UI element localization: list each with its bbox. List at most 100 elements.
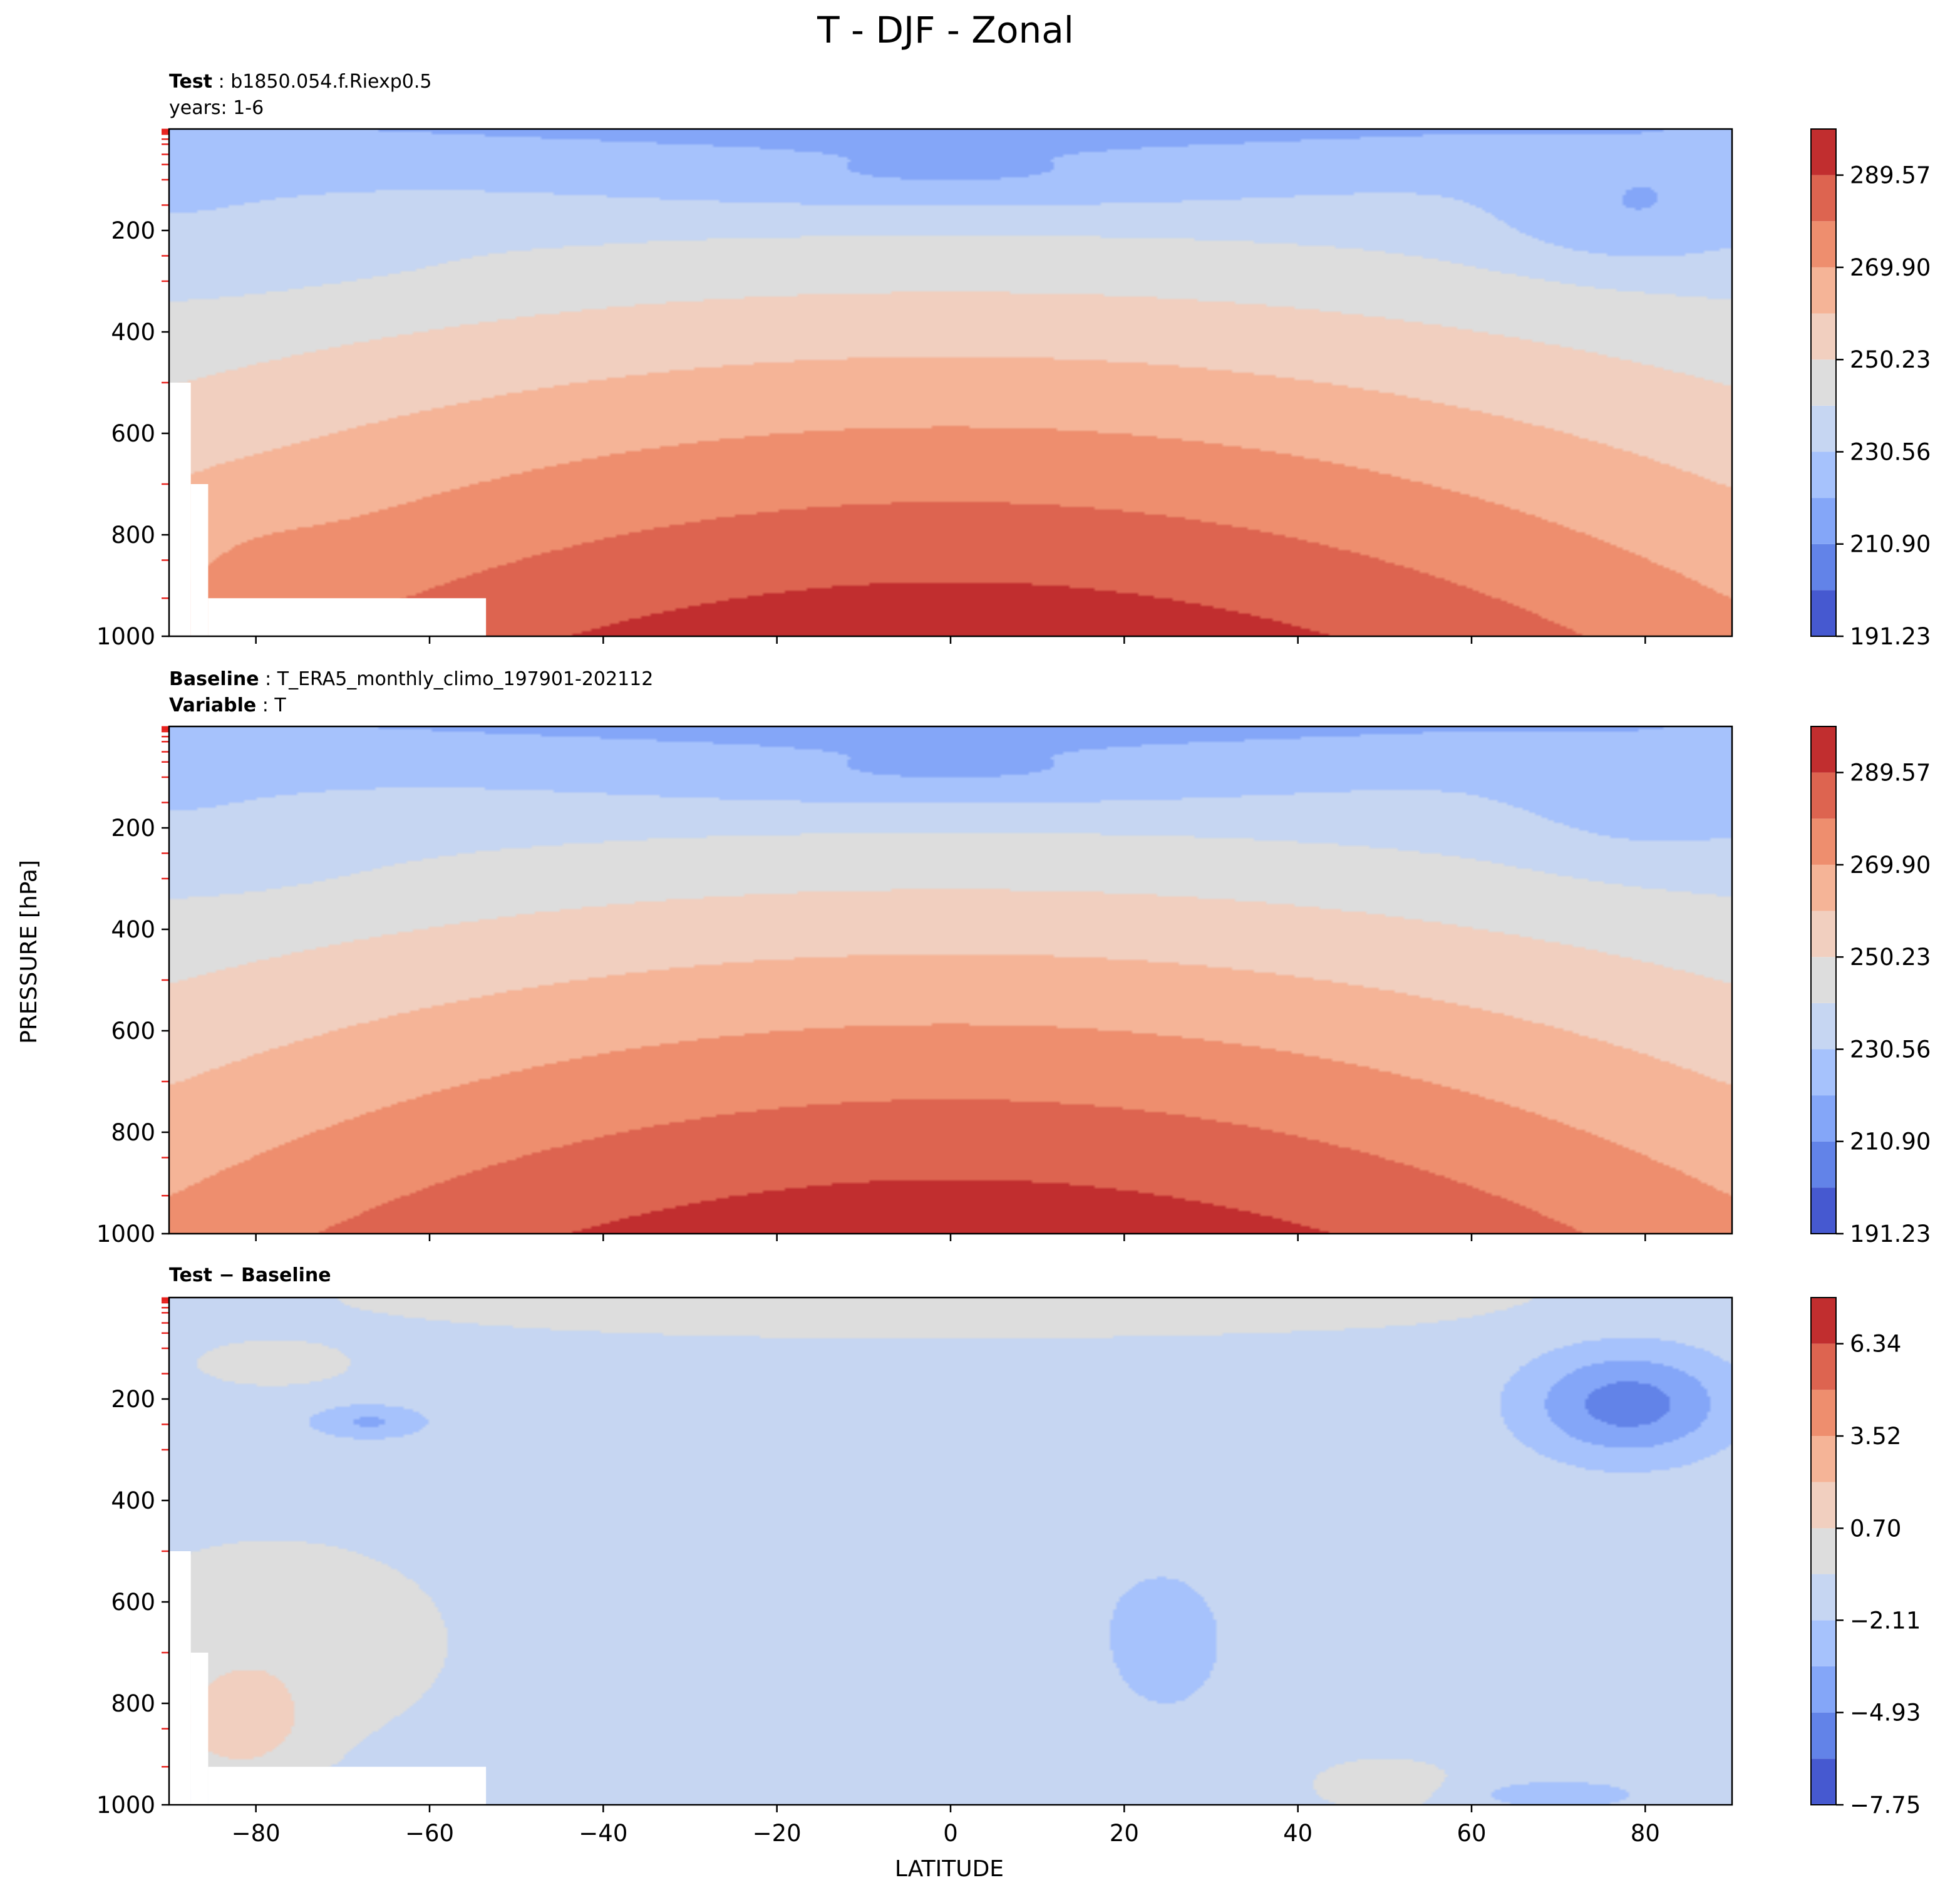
colorbar-segment bbox=[1811, 1436, 1836, 1482]
colorbar-segment bbox=[1811, 1758, 1836, 1805]
x-tick-label: 0 bbox=[943, 1820, 958, 1847]
y-tick-label: 400 bbox=[111, 1487, 155, 1514]
x-tick-label: −60 bbox=[405, 1820, 454, 1847]
minor-pressure-ticks bbox=[162, 128, 169, 599]
y-tick-label: 1000 bbox=[96, 623, 155, 650]
header-key: Test − Baseline bbox=[169, 1264, 331, 1286]
colorbar-tick-label: 289.57 bbox=[1850, 162, 1931, 189]
colorbar-tick-label: 210.90 bbox=[1850, 1128, 1931, 1155]
header-value: years: 1-6 bbox=[169, 97, 264, 119]
colorbar-segment bbox=[1811, 498, 1836, 544]
colorbar-tick-label: 269.90 bbox=[1850, 254, 1931, 281]
colorbar-tick-label: −7.75 bbox=[1850, 1792, 1921, 1819]
colorbar-tick-label: 269.90 bbox=[1850, 852, 1931, 879]
colorbar: 191.23 210.90 230.56 250.23 269.90 289.57 bbox=[1810, 726, 1931, 1247]
x-axis: −80 −60 −40 −20 0 20 40 60 80 bbox=[232, 1805, 1660, 1847]
colorbar-segment bbox=[1811, 452, 1836, 498]
colorbar-tick-label: 210.90 bbox=[1850, 531, 1931, 558]
colorbar-tick-label: −4.93 bbox=[1850, 1700, 1921, 1727]
panel-baseline-header: Baseline : T_ERA5_monthly_climo_197901-2… bbox=[169, 668, 653, 716]
y-axis: 200 400 600 800 1000 bbox=[96, 217, 169, 650]
colorbar-segment bbox=[1811, 726, 1836, 773]
colorbar-segment bbox=[1811, 864, 1836, 911]
colorbar-segment bbox=[1811, 818, 1836, 865]
colorbar-tick-label: 0.70 bbox=[1850, 1515, 1901, 1542]
missing-data-block bbox=[208, 1767, 487, 1805]
x-axis bbox=[255, 1234, 1646, 1241]
colorbar-segment bbox=[1811, 1666, 1836, 1713]
colorbar-tick-label: 6.34 bbox=[1850, 1331, 1901, 1358]
y-tick-label: 1000 bbox=[96, 1792, 155, 1819]
contour-field-image bbox=[169, 129, 1732, 636]
colorbar-segment bbox=[1811, 1528, 1836, 1574]
colorbar-segment bbox=[1811, 957, 1836, 1003]
header-line-1: Baseline : T_ERA5_monthly_climo_197901-2… bbox=[169, 668, 653, 690]
header-value: : T_ERA5_monthly_climo_197901-202112 bbox=[259, 668, 654, 690]
colorbar: −7.75 −4.93 −2.11 0.70 3.52 6.34 bbox=[1810, 1297, 1921, 1819]
contour-field-image bbox=[169, 1298, 1732, 1805]
y-tick-label: 800 bbox=[111, 1119, 155, 1146]
y-tick-label: 400 bbox=[111, 319, 155, 346]
colorbar-segment bbox=[1811, 359, 1836, 406]
colorbar-segment bbox=[1811, 1141, 1836, 1188]
colorbar-segment bbox=[1811, 544, 1836, 591]
colorbar-segment bbox=[1811, 313, 1836, 360]
colorbar-segment bbox=[1811, 590, 1836, 636]
y-axis: 200 400 600 800 1000 bbox=[96, 1386, 169, 1819]
colorbar-segment bbox=[1811, 129, 1836, 175]
x-tick-label: 60 bbox=[1457, 1820, 1486, 1847]
colorbar-segment bbox=[1811, 1003, 1836, 1050]
x-axis bbox=[255, 636, 1646, 644]
x-axis-label: LATITUDE bbox=[895, 1856, 1004, 1882]
missing-data-block bbox=[169, 383, 191, 636]
header-value: : b1850.054.f.Riexp0.5 bbox=[212, 71, 431, 93]
colorbar-segment bbox=[1811, 1298, 1836, 1344]
y-tick-label: 800 bbox=[111, 522, 155, 549]
colorbar-segment bbox=[1811, 1390, 1836, 1437]
colorbar-tick-label: 191.23 bbox=[1850, 623, 1931, 650]
y-tick-label: 600 bbox=[111, 420, 155, 447]
y-tick-label: 1000 bbox=[96, 1221, 155, 1247]
y-tick-label: 400 bbox=[111, 916, 155, 943]
colorbar-segment bbox=[1811, 1482, 1836, 1529]
contour-field-image bbox=[169, 726, 1732, 1234]
colorbar: 191.23 210.90 230.56 250.23 269.90 289.57 bbox=[1810, 128, 1931, 650]
colorbar-segment bbox=[1811, 1574, 1836, 1621]
colorbar-segment bbox=[1811, 1712, 1836, 1759]
colorbar-segment bbox=[1811, 1095, 1836, 1142]
colorbar-frame bbox=[1810, 1297, 1837, 1805]
contour-plot-area bbox=[169, 726, 1732, 1234]
minor-pressure-ticks bbox=[162, 726, 169, 1197]
colorbar-tick-label: 191.23 bbox=[1850, 1221, 1931, 1247]
colorbar-segment bbox=[1811, 772, 1836, 819]
header-line-2: Variable : T bbox=[169, 694, 286, 716]
colorbar-segment bbox=[1811, 221, 1836, 267]
colorbar-frame bbox=[1810, 726, 1837, 1234]
y-tick-label: 200 bbox=[111, 1386, 155, 1413]
panel-difference-header: Test − Baseline bbox=[169, 1264, 331, 1286]
header-key: Variable bbox=[169, 694, 256, 716]
colorbar-tick-label: 250.23 bbox=[1850, 944, 1931, 971]
colorbar-tick-label: 230.56 bbox=[1850, 438, 1931, 465]
colorbar-tick-label: 250.23 bbox=[1850, 346, 1931, 373]
x-tick-label: −40 bbox=[579, 1820, 627, 1847]
y-axis-label: PRESSURE [hPa] bbox=[16, 860, 42, 1044]
missing-data-block bbox=[169, 1551, 191, 1805]
colorbar-segment bbox=[1811, 267, 1836, 314]
colorbar-segment bbox=[1811, 1343, 1836, 1390]
y-tick-label: 600 bbox=[111, 1018, 155, 1045]
header-line-1: Test − Baseline bbox=[169, 1264, 331, 1286]
x-tick-label: −80 bbox=[232, 1820, 281, 1847]
y-tick-label: 200 bbox=[111, 815, 155, 842]
colorbar-segment bbox=[1811, 911, 1836, 958]
colorbar-tick-label: 289.57 bbox=[1850, 760, 1931, 787]
x-tick-label: −20 bbox=[753, 1820, 802, 1847]
header-value: : T bbox=[256, 694, 286, 716]
colorbar-tick-label: 230.56 bbox=[1850, 1036, 1931, 1063]
contour-plot-area bbox=[169, 1298, 1732, 1805]
x-tick-label: 40 bbox=[1283, 1820, 1313, 1847]
missing-data-block bbox=[190, 1653, 209, 1805]
header-line-2: years: 1-6 bbox=[169, 97, 264, 119]
